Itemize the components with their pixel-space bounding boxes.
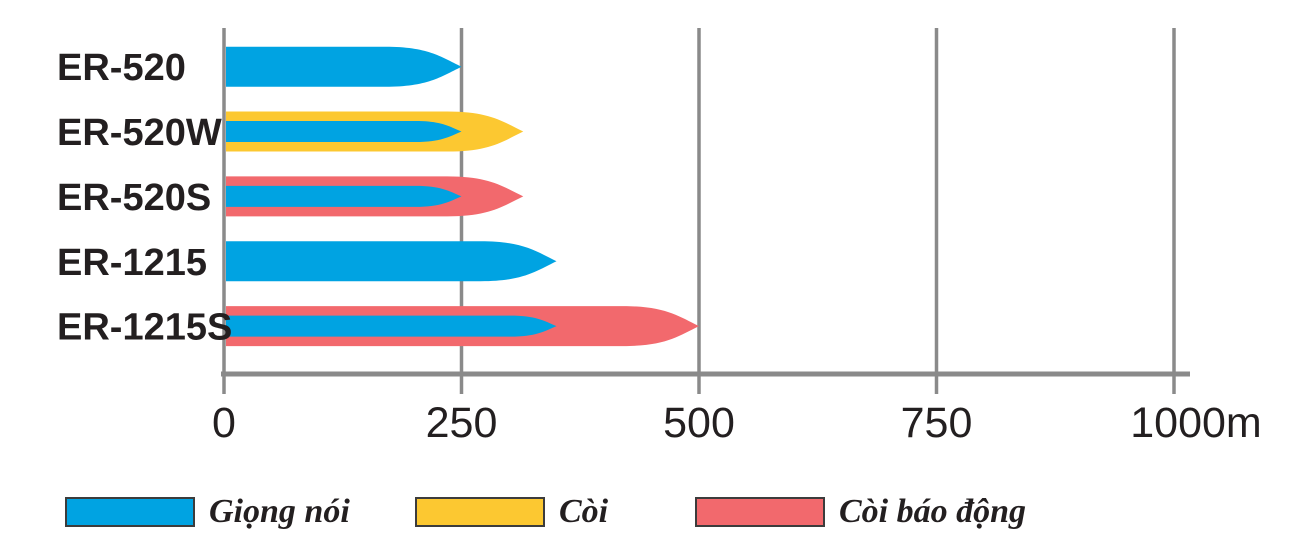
legend-swatch-voice: [65, 497, 195, 527]
category-label-ER-520: ER-520: [57, 47, 186, 89]
category-label-ER-520W: ER-520W: [57, 112, 222, 154]
x-tick-label-250: 250: [426, 399, 498, 447]
legend-label-whistle: Còi: [559, 493, 609, 530]
x-tick-label-0: 0: [212, 399, 236, 447]
bar-ER-520-voice: [226, 46, 462, 87]
category-label-ER-1215S: ER-1215S: [57, 307, 232, 349]
bar-ER-1215-voice: [226, 241, 557, 282]
x-tick-label-1000: 1000m: [1130, 399, 1261, 447]
bar-ER-1215S-voice: [226, 315, 557, 337]
legend-swatch-alarm: [695, 497, 825, 527]
legend-label-voice: Giọng nói: [209, 493, 350, 530]
legend-label-alarm: Còi báo động: [839, 493, 1027, 530]
category-label-ER-520S: ER-520S: [57, 177, 211, 219]
legend-item-whistle: Còi: [415, 493, 609, 530]
bar-ER-520W-voice: [226, 121, 462, 143]
x-tick-label-500: 500: [663, 399, 735, 447]
legend-swatch-whistle: [415, 497, 545, 527]
bar-ER-520S-voice: [226, 185, 462, 207]
legend-item-alarm: Còi báo động: [695, 493, 1027, 530]
legend-item-voice: Giọng nói: [65, 493, 350, 530]
chart-canvas: ER-520 ER-520W ER-520S ER-1215 ER-1215S 0 250 5…: [57, 28, 1262, 447]
x-tick-label-750: 750: [901, 399, 973, 447]
category-label-ER-1215: ER-1215: [57, 242, 207, 284]
